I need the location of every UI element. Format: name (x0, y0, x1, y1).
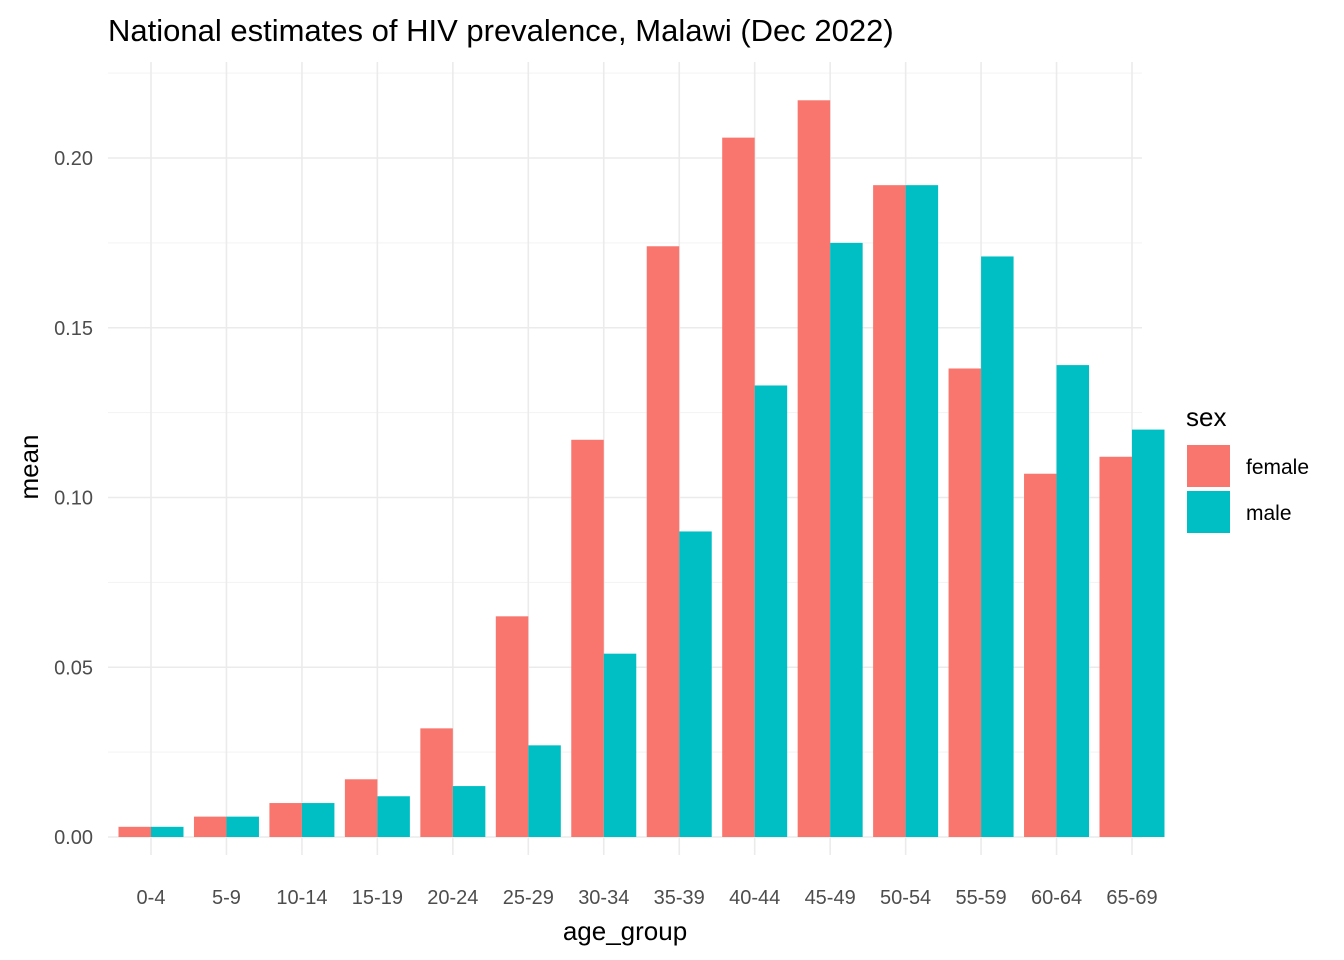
legend-title: sex (1186, 402, 1226, 432)
y-tick-label: 0.00 (54, 827, 93, 849)
bar-female (269, 803, 302, 837)
bar-female (420, 728, 453, 837)
bar-male (981, 256, 1014, 838)
bar-male (1132, 429, 1165, 837)
bar-male (377, 796, 410, 837)
x-tick-label: 40-44 (729, 887, 780, 909)
x-axis-ticks: 0-4 5-9 10-14 15-19 20-24 25-29 30-34 35-39 40-4… (137, 887, 1158, 909)
x-tick-label: 10-14 (276, 887, 327, 909)
bar-female (1024, 473, 1057, 837)
x-tick-label: 65-69 (1106, 887, 1157, 909)
legend: sex female male (1186, 402, 1309, 533)
bar-female (797, 100, 831, 837)
x-tick-label: 30-34 (578, 887, 629, 909)
x-tick-label: 0-4 (137, 887, 166, 909)
bar-female (495, 616, 529, 837)
bar-female (118, 826, 151, 837)
x-tick-label: 25-29 (503, 887, 554, 909)
bars-layer (118, 100, 1165, 838)
y-tick-label: 0.20 (54, 148, 93, 170)
bar-male (679, 531, 712, 837)
bar-female (193, 816, 227, 837)
y-axis-ticks: 0.00 0.05 0.10 0.15 0.20 (54, 148, 93, 849)
bar-female (646, 246, 680, 837)
bar-female (344, 779, 378, 837)
legend-label-female: female (1246, 456, 1309, 479)
bar-male (452, 786, 486, 837)
bar-male (301, 803, 335, 837)
x-tick-label: 35-39 (654, 887, 705, 909)
bar-male (151, 826, 184, 837)
x-tick-label: 60-64 (1031, 887, 1082, 909)
bar-male (226, 816, 259, 837)
y-axis-title: mean (14, 434, 44, 499)
bar-male (754, 385, 788, 837)
x-tick-label: 50-54 (880, 887, 931, 909)
legend-key-male (1187, 491, 1230, 533)
x-axis-title: age_group (563, 916, 687, 946)
x-tick-label: 5-9 (212, 887, 241, 909)
bar-male (528, 745, 561, 837)
x-tick-label: 15-19 (352, 887, 403, 909)
x-tick-label: 55-59 (955, 887, 1006, 909)
bar-male (905, 185, 939, 837)
bar-female (571, 439, 604, 837)
chart-title: National estimates of HIV prevalence, Ma… (108, 13, 894, 48)
bar-male (603, 653, 637, 837)
bar-female (948, 368, 982, 837)
y-tick-label: 0.10 (54, 488, 93, 510)
bar-female (1099, 456, 1132, 837)
bar-female (722, 137, 755, 837)
bar-male (830, 242, 863, 837)
legend-label-male: male (1246, 502, 1292, 525)
legend-key-female (1187, 445, 1230, 487)
legend-items: female male (1187, 445, 1309, 533)
x-tick-label: 20-24 (427, 887, 478, 909)
y-tick-label: 0.05 (54, 657, 93, 679)
bar-male (1056, 365, 1090, 837)
y-tick-label: 0.15 (54, 318, 93, 340)
x-tick-label: 45-49 (805, 887, 856, 909)
bar-female (873, 185, 906, 837)
